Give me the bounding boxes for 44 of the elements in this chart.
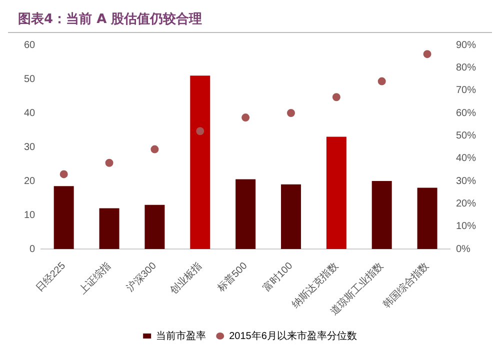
- y2-tick-label: 50%: [456, 130, 476, 142]
- point: [105, 158, 114, 167]
- chart-title: 图表4：当前 A 股估值仍较合理: [8, 8, 492, 33]
- bar: [99, 208, 120, 250]
- point: [378, 77, 386, 86]
- y-tick-label: 0: [30, 244, 36, 255]
- legend-label: 当前市盈率: [156, 330, 206, 342]
- x-tick-label: 创业板指: [167, 260, 204, 297]
- y2-tick-label: 20%: [456, 198, 476, 210]
- y-tick-label: 50: [24, 74, 36, 85]
- point: [423, 50, 432, 58]
- y-tick-label: 40: [24, 108, 36, 119]
- legend-label: 2015年6月以来市盈率分位数: [229, 330, 357, 342]
- y2-tick-label: 80%: [456, 62, 476, 74]
- y-tick-label: 20: [24, 176, 36, 187]
- bar: [372, 181, 392, 250]
- x-tick-label: 日经225: [33, 260, 68, 294]
- y2-tick-label: 70%: [456, 85, 476, 96]
- bar: [144, 204, 165, 250]
- x-tick-label: 沪深300: [124, 260, 160, 294]
- bar: [54, 186, 74, 250]
- point: [286, 109, 295, 118]
- x-tick-label: 标普500: [214, 260, 250, 295]
- y-tick-label: 60: [24, 40, 36, 51]
- point: [60, 170, 68, 178]
- point: [150, 145, 159, 154]
- point: [242, 114, 250, 122]
- y2-tick-label: 90%: [456, 40, 476, 51]
- bar: [417, 188, 438, 250]
- y2-tick-label: 30%: [456, 176, 476, 187]
- y-tick-label: 30: [24, 142, 36, 153]
- point: [196, 127, 204, 136]
- y2-tick-label: 60%: [456, 108, 476, 119]
- y-tick-label: 10: [24, 210, 36, 221]
- y2-tick-label: 10%: [456, 221, 476, 232]
- x-tick-label: 上证综指: [76, 260, 114, 297]
- bar: [236, 179, 256, 250]
- x-tick-label: 富时100: [260, 260, 296, 294]
- point: [332, 93, 340, 102]
- bar: [280, 184, 301, 250]
- y2-tick-label: 40%: [456, 153, 476, 164]
- y2-tick-label: 0%: [456, 244, 471, 255]
- bar: [326, 136, 346, 250]
- bar: [190, 76, 210, 250]
